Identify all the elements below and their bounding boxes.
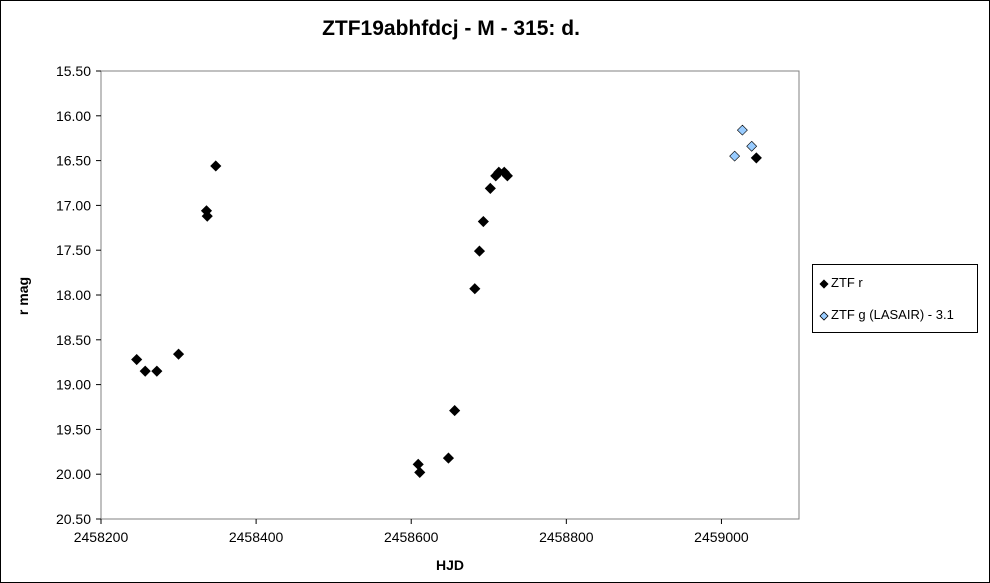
ztf-r-point xyxy=(131,353,143,366)
ztf-r-point xyxy=(477,215,489,228)
legend-marker-ztf-g xyxy=(819,310,829,321)
ztf-r-point xyxy=(449,405,461,417)
ztf-r-point xyxy=(151,365,163,377)
legend-label-ztf-r: ZTF r xyxy=(831,275,863,290)
legend-marker-ztf-r xyxy=(819,278,829,289)
chart-title: ZTF19abhfdcj - M - 315: d. xyxy=(322,17,580,40)
y-tick-label: 17.50 xyxy=(56,242,91,258)
ztf-r-point xyxy=(484,182,496,194)
legend-item-ztf-g: ZTF g (LASAIR) - 3.1 xyxy=(819,307,954,322)
ztf-r-point xyxy=(501,170,513,182)
y-tick-label: 20.00 xyxy=(56,466,91,482)
ztf-r-point xyxy=(139,365,151,377)
ztf-r-point xyxy=(750,152,762,164)
x-tick-label: 2458200 xyxy=(74,529,129,545)
legend-item-ztf-r: ZTF r xyxy=(819,275,863,290)
ztf-r-point xyxy=(473,245,486,257)
x-axis-label: HJD xyxy=(435,557,464,573)
ztf-g-point xyxy=(729,150,741,162)
x-tick-label: 2458400 xyxy=(229,529,284,545)
legend-label-ztf-g: ZTF g (LASAIR) - 3.1 xyxy=(831,307,954,322)
y-tick-label: 16.00 xyxy=(56,108,91,124)
ztf-r-point xyxy=(469,283,481,295)
ztf-r-point xyxy=(172,348,185,360)
ztf-r-point xyxy=(201,210,213,222)
plot-box xyxy=(100,70,800,520)
ztf-r-point xyxy=(414,466,426,478)
y-tick-label: 18.00 xyxy=(56,287,91,303)
y-tick-label: 19.00 xyxy=(56,377,91,393)
y-tick-label: 18.50 xyxy=(56,332,91,348)
x-tick-label: 2459000 xyxy=(694,529,749,545)
y-tick-label: 20.50 xyxy=(56,511,91,527)
y-tick-label: 16.50 xyxy=(56,153,91,169)
legend: ZTF r ZTF g (LASAIR) - 3.1 xyxy=(812,264,978,333)
y-tick-label: 19.50 xyxy=(56,421,91,437)
ztf-g-point xyxy=(736,124,748,136)
ztf-g-point xyxy=(746,140,758,152)
ztf-r-point xyxy=(442,452,455,464)
y-axis-label: r mag xyxy=(15,276,31,316)
x-tick-label: 2458600 xyxy=(384,529,439,545)
ztf-r-point xyxy=(210,160,222,172)
y-tick-label: 15.50 xyxy=(56,63,91,79)
y-tick-label: 17.00 xyxy=(56,197,91,213)
x-tick-label: 2458800 xyxy=(539,529,594,545)
